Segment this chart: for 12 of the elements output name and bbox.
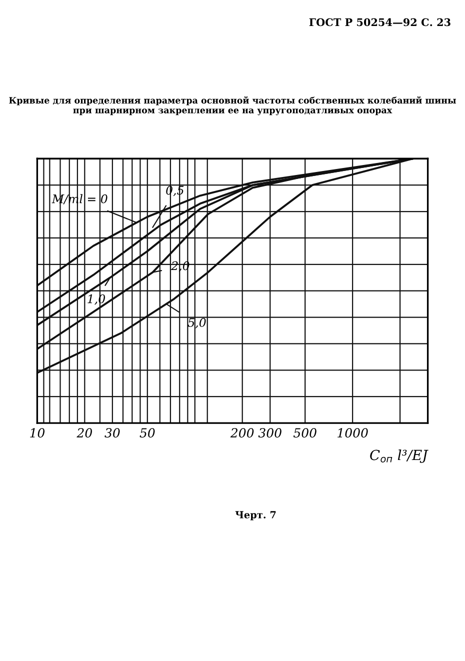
x-tick-label: 10 [30, 428, 45, 438]
x-tick-label: 1000 [338, 428, 368, 438]
x-tick-label: 20 [76, 428, 92, 438]
text: Черт. 7 [235, 511, 276, 520]
x-tick-label: 30 [104, 428, 120, 438]
chart-title: Кривые для определения параметра основной частоты собственных колебаний шины при шарнирном закреплении ее на упругоподатливых опорах [9, 96, 456, 116]
text: ГОСТ Р 50254—92 С. 23 [309, 18, 450, 26]
x-axis-title: C$_{оп}$ l³/EJ [370, 449, 428, 463]
x-tick-label: 200 [230, 428, 254, 438]
x-tick-label: 50 [140, 428, 155, 438]
x-tick-label: 500 [293, 428, 316, 438]
x-tick-label: 300 [258, 428, 282, 438]
